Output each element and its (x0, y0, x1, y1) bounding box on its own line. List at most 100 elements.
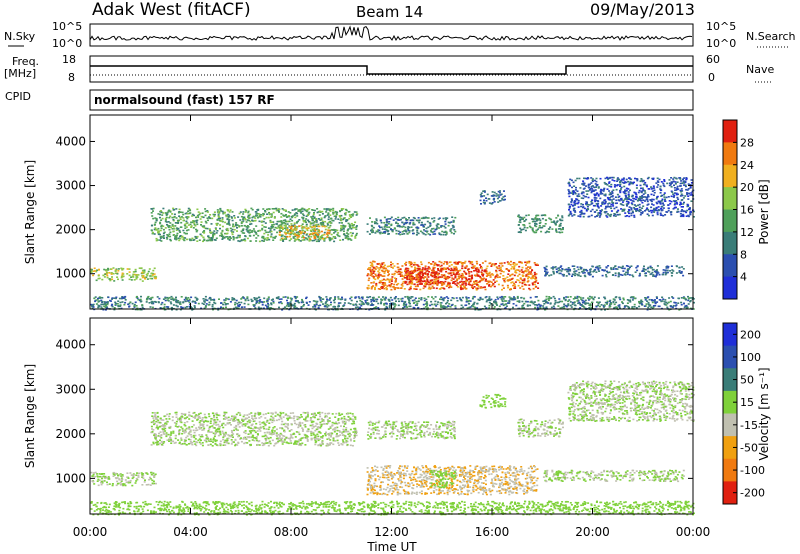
power-cell-0 (142, 277, 144, 279)
power-cell-5 (395, 230, 397, 232)
power-cell-5 (381, 222, 383, 224)
power-cell-10 (453, 298, 455, 300)
power-cell-4 (417, 279, 419, 281)
power-cell-3 (437, 278, 439, 280)
power-cell-1 (180, 219, 182, 221)
power-cell-1 (310, 236, 312, 238)
power-cell-10 (662, 298, 664, 300)
power-cell-10 (227, 303, 229, 305)
power-cell-9 (612, 205, 614, 207)
power-cell-9 (647, 201, 649, 203)
power-cell-5 (416, 230, 418, 232)
power-cell-10 (647, 307, 649, 309)
power-cell-10 (570, 305, 572, 307)
power-cell-9 (571, 192, 573, 194)
power-cell-10 (389, 307, 391, 309)
power-cell-10 (472, 298, 474, 300)
power-cell-3 (489, 263, 491, 265)
power-cell-3 (464, 261, 466, 263)
power-cell-3 (501, 289, 503, 291)
power-cell-3 (439, 261, 441, 263)
power-cell-5 (384, 231, 386, 233)
power-cell-0 (111, 273, 113, 275)
power-cell-9 (578, 178, 580, 180)
power-cell-10 (375, 299, 377, 301)
power-cell-6 (485, 197, 487, 199)
power-cell-0 (132, 275, 134, 277)
power-cell-3 (532, 282, 534, 284)
power-cell-9 (680, 191, 682, 193)
power-cell-1 (239, 237, 241, 239)
power-cell-1 (231, 216, 233, 218)
power-cell-9 (671, 201, 673, 203)
power-cell-3 (371, 273, 373, 275)
power-cell-8 (671, 272, 673, 274)
power-cell-9 (604, 202, 606, 204)
power-cell-3 (404, 288, 406, 290)
power-cell-1 (356, 211, 358, 213)
power-cell-10 (376, 301, 378, 303)
power-cell-10 (529, 305, 531, 307)
power-cell-9 (660, 195, 662, 197)
power-cell-10 (239, 304, 241, 306)
power-cell-10 (546, 296, 548, 298)
power-cell-1 (246, 229, 248, 231)
power-cell-9 (687, 204, 689, 206)
power-cell-1 (173, 234, 175, 236)
power-cell-1 (156, 240, 158, 242)
power-cell-1 (228, 222, 230, 224)
power-cell-1 (202, 237, 204, 239)
power-cell-7 (548, 228, 550, 230)
power-cell-8 (657, 265, 659, 267)
power-cell-9 (569, 206, 571, 208)
power-cell-3 (460, 261, 462, 263)
power-cell-1 (306, 225, 308, 227)
power-cell-1 (173, 209, 175, 211)
power-cell-5 (427, 221, 429, 223)
power-cell-2 (294, 225, 296, 227)
power-cell-4 (422, 267, 424, 269)
power-cell-1 (329, 238, 331, 240)
noise-sky-trace (90, 27, 692, 40)
power-cell-9 (623, 200, 625, 202)
power-cell-9 (568, 189, 570, 191)
power-cell-5 (397, 225, 399, 227)
power-cell-10 (537, 307, 539, 309)
power-cell-7 (519, 228, 521, 230)
radar-title: Adak West (fitACF) (92, 0, 251, 20)
power-cell-10 (187, 297, 189, 299)
power-cell-3 (483, 278, 485, 280)
power-cell-4 (441, 282, 443, 284)
power-cell-1 (169, 222, 171, 224)
power-cell-10 (407, 297, 409, 299)
power-cell-1 (168, 233, 170, 235)
power-cell-9 (596, 178, 598, 180)
power-cell-1 (302, 217, 304, 219)
power-cell-10 (330, 304, 332, 306)
power-cell-3 (419, 289, 421, 291)
power-cell-8 (609, 272, 611, 274)
cpid-mode: normalsound (fast) 157 RF (94, 93, 275, 107)
power-cell-1 (217, 219, 219, 221)
power-cell-9 (626, 215, 628, 217)
power-cell-8 (652, 269, 654, 271)
power-cell-1 (256, 213, 258, 215)
power-heatmap (90, 177, 695, 311)
power-cell-1 (205, 215, 207, 217)
power-cell-0 (135, 271, 137, 273)
power-cell-9 (628, 184, 630, 186)
power-cell-1 (315, 218, 317, 220)
power-cell-0 (148, 271, 150, 273)
power-cell-6 (497, 194, 499, 196)
power-cell-1 (278, 221, 280, 223)
power-cell-9 (686, 178, 688, 180)
power-cell-9 (622, 182, 624, 184)
power-cell-10 (247, 300, 249, 302)
power-cell-3 (462, 264, 464, 266)
power-cell-9 (575, 187, 577, 189)
power-cell-4 (438, 282, 440, 284)
power-cell-3 (523, 281, 525, 283)
power-cell-1 (163, 235, 165, 237)
power-cell-10 (351, 300, 353, 302)
power-cell-10 (361, 303, 363, 305)
